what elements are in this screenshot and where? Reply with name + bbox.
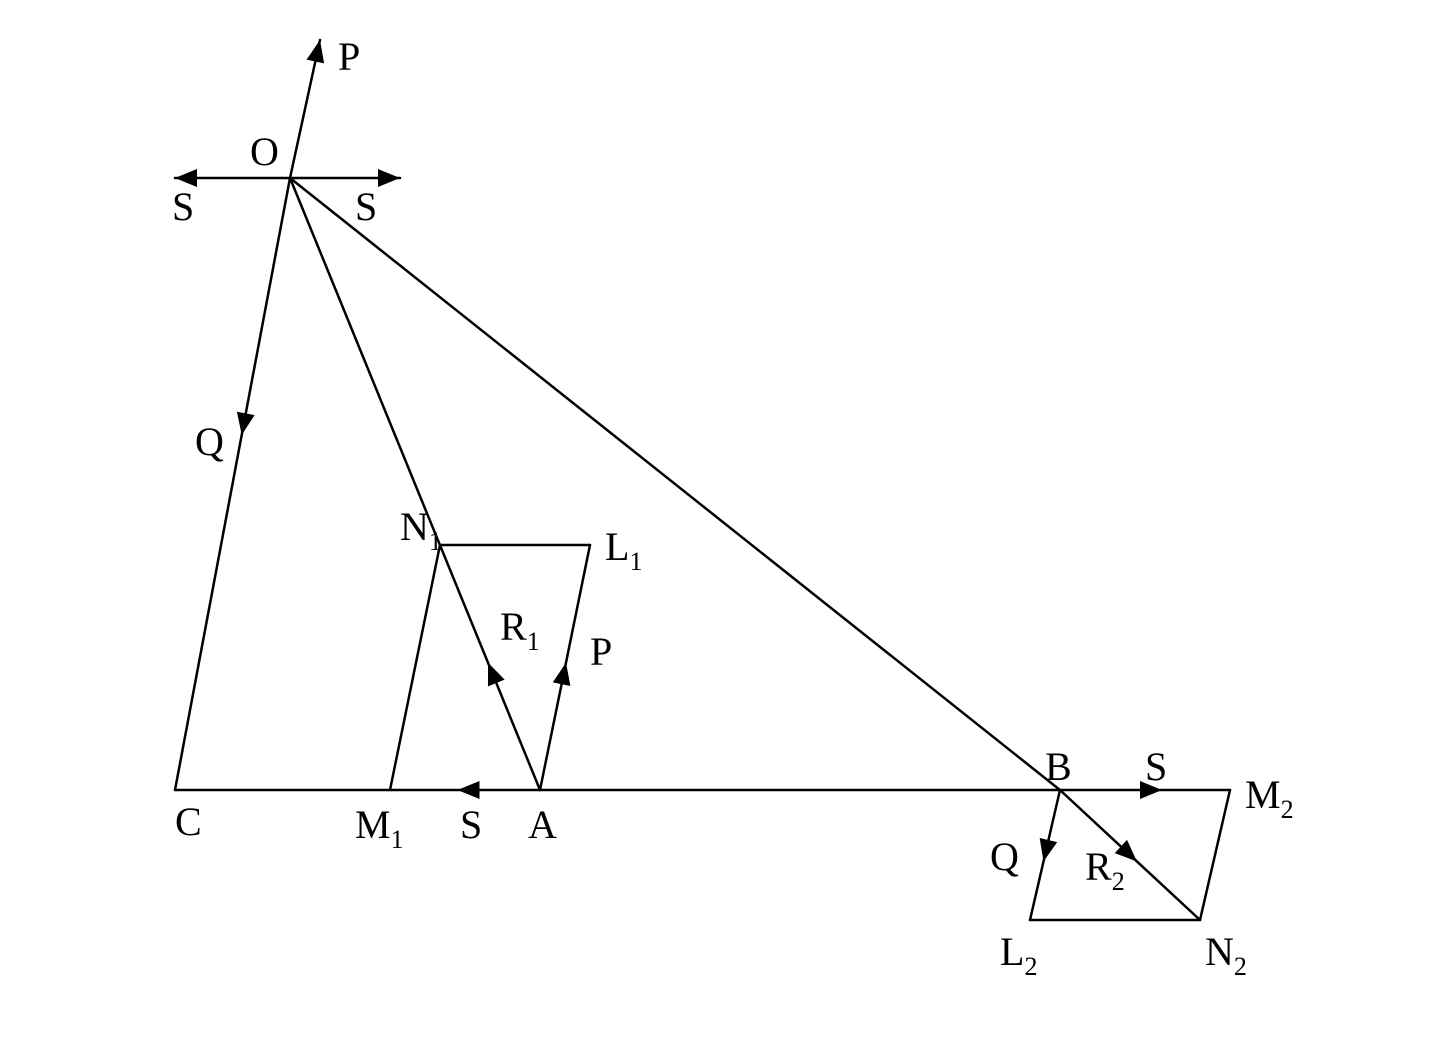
label-P-AL1: P (590, 629, 612, 674)
label-Q-BL2: Q (990, 834, 1019, 879)
label-S-right: S (355, 184, 377, 229)
label-C: C (175, 799, 202, 844)
diagram-background (0, 0, 1440, 1045)
label-Q-OC: Q (195, 419, 224, 464)
vector-diagram: POSSQCM1SAN1L1R1PBSM2QR2L2N2 (0, 0, 1440, 1045)
label-O: O (250, 129, 279, 174)
label-S-BM2: S (1145, 744, 1167, 789)
label-B: B (1045, 744, 1072, 789)
label-A: A (528, 802, 557, 847)
label-S-AM1: S (460, 802, 482, 847)
label-P-top: P (338, 34, 360, 79)
label-S-left: S (172, 184, 194, 229)
